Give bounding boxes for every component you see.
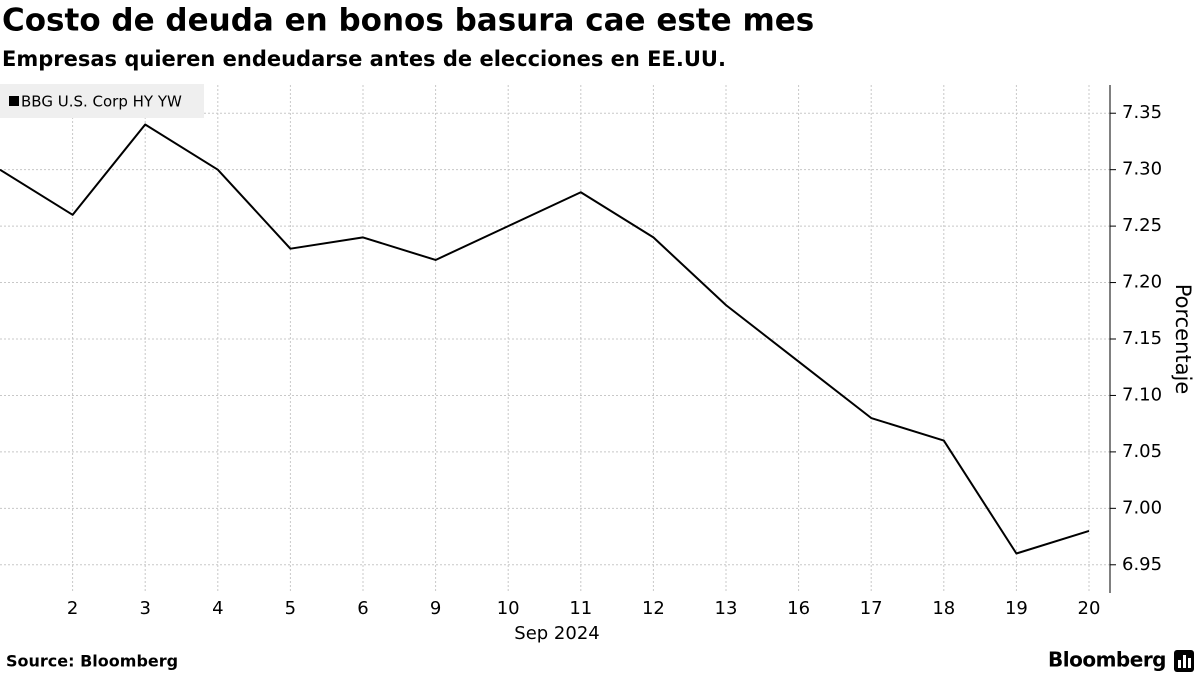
x-tick-label: 5 [285,598,296,619]
chart-subtitle: Empresas quieren endeudarse antes de ele… [2,47,726,71]
y-tick-label: 7.05 [1122,441,1162,462]
x-tick-label: 18 [932,598,955,619]
y-tick-label: 7.00 [1122,497,1162,518]
x-tick-label: 17 [860,598,883,619]
brand: Bloomberg [1048,648,1166,672]
data-line [0,123,1090,555]
y-tick-label: 7.35 [1122,102,1162,123]
y-tick-label: 7.10 [1122,384,1162,405]
x-axis-sublabel: Sep 2024 [514,623,599,644]
plot-area: 6.95 7.00 7.05 7.10 7.15 7.20 7.25 7.30 7.35 2 3 4 5… [0,84,1162,619]
y-tick-label: 7.20 [1122,272,1162,293]
source: Source: Bloomberg [6,652,178,671]
chart-title: Costo de deuda en bonos basura cae este … [2,3,814,39]
y-tick-label: 7.25 [1122,215,1162,236]
x-tick-label: 4 [212,598,223,619]
x-tick-label: 13 [715,598,738,619]
legend-box [0,84,204,118]
legend-label: BBG U.S. Corp HY YW [21,93,182,111]
x-tick-label: 12 [642,598,665,619]
x-tick-label: 16 [787,598,810,619]
y-tick-label: 7.30 [1122,159,1162,180]
y-tick-label: 7.15 [1122,328,1162,349]
x-tick-label: 11 [569,598,592,619]
x-tick-label: 3 [139,598,150,619]
y-axis-label: Porcentaje [1171,284,1195,395]
y-tick-label: 6.95 [1122,554,1162,575]
x-tick-label: 20 [1078,598,1101,619]
x-tick-label: 10 [497,598,520,619]
x-tick-label: 2 [67,598,78,619]
x-tick-label: 19 [1005,598,1028,619]
legend-swatch [9,96,19,106]
brand-logo [1174,650,1194,672]
x-tick-label: 9 [430,598,441,619]
x-tick-label: 6 [357,598,368,619]
